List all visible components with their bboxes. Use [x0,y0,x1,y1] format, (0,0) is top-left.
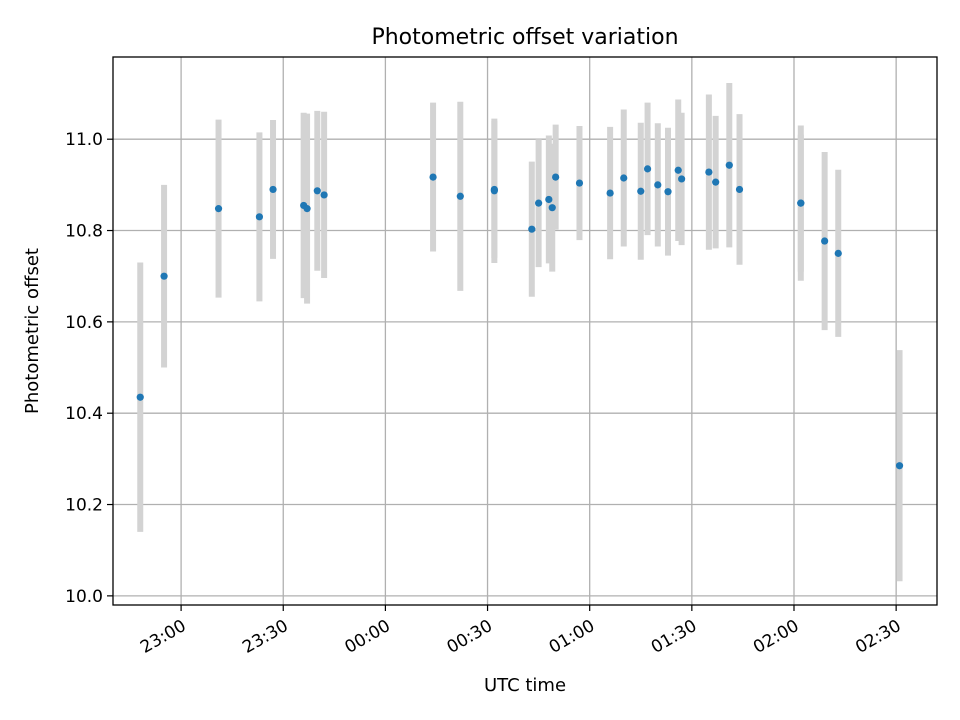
data-point [269,185,277,194]
y-tick-label: 10.8 [65,222,103,242]
y-tick-label: 11.0 [65,130,103,150]
data-point [674,166,682,174]
data-point [678,175,686,183]
data-point [643,165,652,173]
x-tick-label: 23:30 [239,616,291,658]
y-tick-label: 10.4 [65,404,103,424]
data-point [303,205,311,213]
data-point [214,205,223,213]
x-tick-label: 00:00 [341,616,393,658]
data-point [637,187,645,195]
data-point [320,191,328,199]
data-point [429,173,437,181]
x-tick-label: 02:30 [852,616,904,658]
data-point [705,168,713,176]
data-point [575,179,584,187]
data-point [725,161,733,169]
data-points [136,161,904,470]
data-point [552,173,560,181]
plot-frame [112,56,938,606]
data-point [797,199,805,207]
x-tick-label: 02:00 [750,616,802,658]
data-point [136,393,144,401]
data-point [735,185,744,194]
data-point [834,249,842,257]
data-point [255,213,264,221]
data-point [821,237,829,245]
chart-title: Photometric offset variation [371,25,678,50]
data-point [160,272,168,280]
y-tick-label: 10.0 [65,587,103,607]
y-tick-label: 10.6 [65,313,103,333]
x-axis-ticks: 23:00 23:30 00:00 00:30 01:00 01:30 02:00 02:30 [137,605,905,658]
x-axis-label: UTC time [484,675,566,696]
x-tick-label: 23:00 [137,616,189,658]
y-axis-ticks: 10.0 10.2 10.4 10.6 10.8 11.0 [65,130,113,607]
data-point [535,199,543,207]
data-point [313,187,321,195]
data-point [620,174,628,182]
data-point [654,181,662,189]
x-tick-label: 01:30 [648,616,700,658]
y-axis-label: Photometric offset [22,248,43,414]
data-point [548,204,556,212]
data-point [545,195,553,204]
data-point [490,187,498,195]
grid [113,57,937,605]
data-point [606,189,614,197]
y-tick-label: 10.2 [65,496,103,516]
data-point [895,462,904,470]
data-point [456,192,464,200]
x-tick-label: 01:00 [546,616,598,658]
data-point [664,188,672,196]
data-point [712,178,720,186]
errorbars [137,83,903,582]
x-tick-label: 00:30 [444,616,496,658]
data-point [528,225,536,233]
